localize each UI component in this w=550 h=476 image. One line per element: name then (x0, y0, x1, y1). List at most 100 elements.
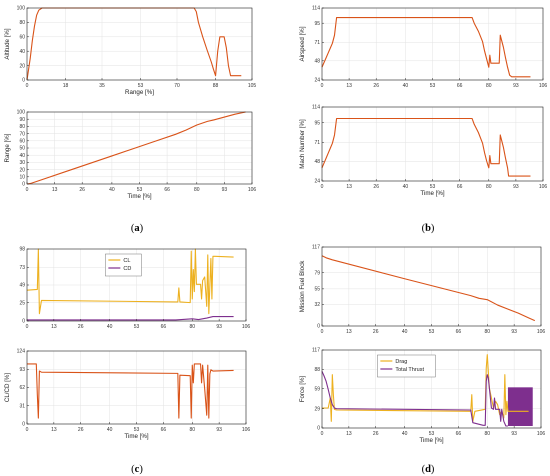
y-tick-label: 60 (19, 35, 25, 41)
x-tick-label: 80 (485, 431, 491, 437)
y-tick-label: 114 (312, 6, 320, 12)
y-tick-label: 31 (19, 403, 25, 409)
legend: CL CD (105, 253, 142, 277)
x-tick-label: 53 (429, 329, 435, 335)
y-tick-label: 0 (317, 324, 320, 330)
subfigure-labels: (a) (b) (c) (d) (131, 223, 435, 475)
legend-entry: Total Thrust (395, 367, 424, 373)
x-tick-label: 93 (216, 427, 222, 433)
y-tick-label: 32 (314, 302, 320, 308)
subfigure-label-d: (d) (422, 464, 435, 475)
x-tick-label: 80 (485, 329, 491, 335)
x-tick-label: 106 (539, 184, 548, 190)
series-line-series-0 (321, 117, 531, 177)
x-tick-label: 88 (213, 83, 219, 89)
x-axis-label: Range [%] (125, 89, 154, 96)
x-tick-label: 93 (511, 329, 517, 335)
y-tick-label: 20 (19, 63, 25, 69)
y-axis-label: Altitude [%] (4, 28, 11, 60)
chart-d-top: 0 13 26 40 53 66 80 93 106 0 32 55 79 117 Mission Fuel… (299, 245, 545, 335)
y-tick-label: 80 (19, 124, 25, 130)
x-tick-label: 13 (52, 187, 58, 193)
y-tick-label: 100 (17, 6, 26, 12)
y-tick-label: 114 (312, 105, 320, 111)
x-tick-label: 106 (537, 329, 546, 335)
x-tick-label: 80 (190, 427, 196, 433)
chart-a-bottom: 0 13 26 40 53 66 80 93 1060102030405060708090100… (4, 110, 256, 200)
y-tick-label: 48 (314, 59, 320, 65)
x-tick-label: 0 (321, 431, 324, 437)
y-tick-label: 88 (314, 367, 320, 373)
series-line-drag (322, 354, 529, 422)
x-tick-label: 53 (134, 427, 140, 433)
y-tick-label: 10 (19, 175, 25, 181)
legend-entry: CD (123, 266, 131, 272)
x-tick-label: 66 (164, 187, 170, 193)
x-tick-label: 35 (99, 83, 105, 89)
x-tick-label: 0 (321, 184, 324, 190)
x-tick-label: 0 (26, 83, 29, 89)
x-tick-label: 13 (346, 83, 352, 89)
y-tick-label: 29 (314, 406, 320, 412)
series-line-series-0 (27, 363, 234, 419)
y-tick-label: 62 (19, 385, 25, 391)
x-tick-label: 26 (373, 83, 379, 89)
series-line-cl (26, 248, 234, 315)
series-line-series-0 (321, 255, 536, 322)
x-tick-label: 66 (457, 83, 463, 89)
legend-entry: CL (123, 258, 130, 264)
series-line-series-0 (26, 7, 242, 81)
y-axis-label: Range [%] (4, 133, 11, 162)
x-axis-label: Time [%] (420, 190, 444, 197)
y-tick-label: 100 (17, 110, 26, 116)
x-axis-label: Time [%] (124, 433, 148, 440)
x-tick-label: 40 (403, 184, 409, 190)
y-tick-label: 20 (19, 167, 25, 173)
y-axis-label: Force [%] (299, 375, 306, 402)
x-tick-label: 13 (51, 427, 57, 433)
x-tick-label: 53 (429, 431, 435, 437)
x-tick-label: 106 (242, 427, 251, 433)
y-tick-label: 79 (314, 270, 320, 276)
y-tick-label: 24 (314, 179, 320, 185)
x-tick-label: 53 (430, 184, 436, 190)
y-tick-label: 48 (314, 159, 320, 165)
y-tick-label: 124 (17, 349, 26, 355)
chart-c-top: 0 13 26 40 53 66 80 93 106 0 25 49 73 98 CL CD (19, 247, 250, 330)
y-tick-label: 0 (317, 426, 320, 432)
x-axis-label: Time [%] (127, 193, 151, 200)
x-axis-label: Time [%] (419, 437, 443, 444)
x-tick-label: 0 (321, 329, 324, 335)
x-tick-label: 40 (402, 329, 408, 335)
y-axis-label: Mission Fuel Block (299, 260, 306, 312)
subfigure-label-c: (c) (131, 464, 143, 475)
y-tick-label: 90 (19, 117, 25, 123)
y-tick-label: 24 (314, 78, 320, 84)
x-tick-label: 93 (222, 187, 228, 193)
x-tick-label: 13 (51, 324, 57, 330)
y-tick-label: 25 (19, 300, 25, 306)
x-tick-label: 53 (137, 187, 143, 193)
axes-box (26, 7, 253, 81)
x-tick-label: 40 (107, 427, 113, 433)
x-tick-label: 66 (456, 329, 462, 335)
legend: Drag Total Thrust (377, 354, 436, 378)
y-tick-label: 55 (314, 287, 320, 293)
y-tick-label: 117 (312, 245, 320, 251)
x-tick-label: 13 (346, 431, 352, 437)
x-tick-label: 0 (26, 324, 29, 330)
x-tick-label: 66 (161, 324, 167, 330)
x-tick-label: 80 (486, 184, 492, 190)
chart-b-top: 0 13 26 40 53 66 80 93 106 24 48 71 95 114 Airspeed [%… (299, 6, 547, 89)
plot-area (27, 8, 252, 80)
y-tick-label: 0 (22, 182, 25, 188)
x-tick-label: 18 (63, 83, 69, 89)
y-tick-label: 59 (314, 386, 320, 392)
x-tick-label: 40 (402, 431, 408, 437)
x-tick-label: 53 (134, 324, 140, 330)
x-tick-label: 26 (373, 184, 379, 190)
x-tick-label: 26 (78, 427, 84, 433)
y-tick-label: 0 (22, 78, 25, 84)
